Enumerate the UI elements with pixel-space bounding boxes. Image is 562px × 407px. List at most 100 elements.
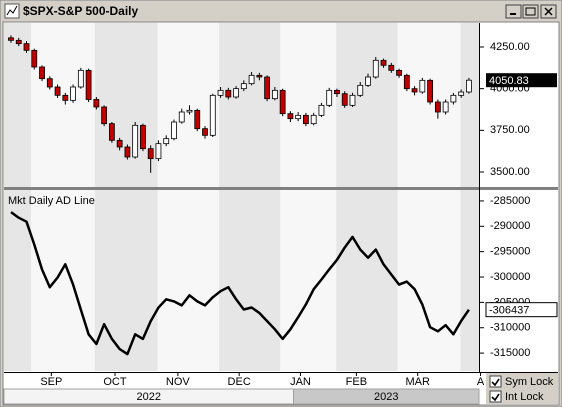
candle-body [450, 94, 457, 103]
x-tick-label: A [477, 376, 485, 388]
candle-body [178, 111, 185, 123]
candle-body [303, 114, 309, 125]
candle-body [116, 139, 123, 148]
y-tick-label: -315000 [490, 347, 530, 359]
title-bar [2, 2, 560, 20]
candle-body [295, 114, 302, 120]
candle-body [147, 148, 154, 160]
month-band [397, 190, 461, 371]
window-buttons [505, 4, 557, 19]
x-tick-label: NOV [166, 376, 191, 388]
checkbox[interactable] [489, 390, 502, 403]
candle-body [15, 39, 22, 45]
year-label: 2023 [374, 391, 398, 403]
candle-body [419, 79, 426, 93]
close-glyph [544, 7, 553, 16]
last-price-box [486, 73, 557, 88]
candle-body [202, 128, 208, 136]
candle-body [388, 64, 395, 71]
candle-body [155, 143, 162, 160]
month-band [157, 190, 219, 371]
candle-body [31, 49, 38, 68]
candle-body [411, 88, 418, 93]
candle-body [427, 79, 434, 103]
candle-body [70, 86, 76, 101]
last-value-label: -306437 [489, 305, 529, 317]
x-tick-label: DEC [228, 376, 251, 388]
y-tick-label: -300000 [490, 271, 530, 283]
month-band [31, 190, 95, 371]
candle-body [365, 76, 371, 86]
y-tick-label: 4250.00 [490, 41, 530, 53]
candle-body [380, 59, 387, 66]
candle-body [62, 94, 69, 101]
last-price-label: 4050.83 [489, 75, 529, 87]
checkbox-check [491, 393, 500, 402]
candle-body [318, 104, 325, 116]
year-label: 2022 [137, 391, 161, 403]
candle-body [186, 109, 193, 113]
candle-body [341, 93, 348, 106]
month-band [460, 190, 479, 371]
app-icon-glyph [6, 5, 18, 16]
candle-body [279, 89, 286, 115]
candle-body [271, 89, 278, 100]
candle-body [140, 124, 146, 150]
month-band [218, 23, 281, 187]
candle-body [217, 89, 224, 96]
x-tick-label: JAN [290, 376, 311, 388]
month-band [31, 23, 95, 187]
candle-body [85, 69, 92, 100]
candle-body [248, 74, 255, 85]
last-value-box [485, 302, 558, 318]
x-tick-label: SEP [40, 376, 62, 388]
month-band [218, 190, 281, 371]
minimize-button[interactable] [505, 4, 522, 19]
x-tick-label: MAR [405, 376, 430, 388]
checkbox-check [491, 378, 500, 387]
candle-body [8, 37, 14, 41]
y-tick-label: -285000 [490, 195, 530, 207]
y-tick-label: 3500.00 [490, 166, 530, 178]
candle-body [240, 83, 247, 90]
candle-body [209, 94, 216, 136]
month-band [280, 190, 337, 371]
month-band [4, 190, 32, 371]
candle-body [124, 146, 131, 158]
candle-body [458, 91, 465, 96]
month-band [94, 23, 158, 187]
candle-body [372, 59, 379, 78]
checkbox[interactable] [489, 375, 502, 388]
candle-body [77, 69, 84, 88]
candle-body [310, 114, 317, 125]
maximize-glyph [525, 7, 536, 16]
indicator-title: Mkt Daily AD Line [8, 195, 95, 207]
candle-body [287, 113, 294, 120]
candle-body [349, 94, 356, 106]
candle-body [403, 74, 410, 90]
month-band [460, 23, 479, 187]
candle-body [233, 88, 239, 98]
candle-body [256, 74, 263, 78]
month-band [94, 190, 158, 371]
y-tick-label: -310000 [490, 322, 530, 334]
x-tick-label: FEB [346, 376, 367, 388]
candle-body [93, 99, 100, 108]
candle-body [357, 84, 364, 96]
candle-body [334, 89, 340, 95]
candle-body [396, 69, 402, 76]
y-tick-label: -295000 [490, 246, 530, 258]
app-icon [4, 3, 20, 19]
candle-body [163, 138, 170, 145]
candle-body [326, 89, 333, 106]
maximize-button[interactable] [522, 4, 539, 19]
candle-body [194, 109, 201, 130]
checkbox-label: Int Lock [505, 391, 544, 403]
month-band [336, 190, 398, 371]
y-tick-label: -290000 [490, 220, 530, 232]
checkbox-label: Sym Lock [505, 376, 554, 388]
candle-body [171, 121, 177, 140]
candle-body [54, 86, 61, 96]
month-band [157, 23, 219, 187]
